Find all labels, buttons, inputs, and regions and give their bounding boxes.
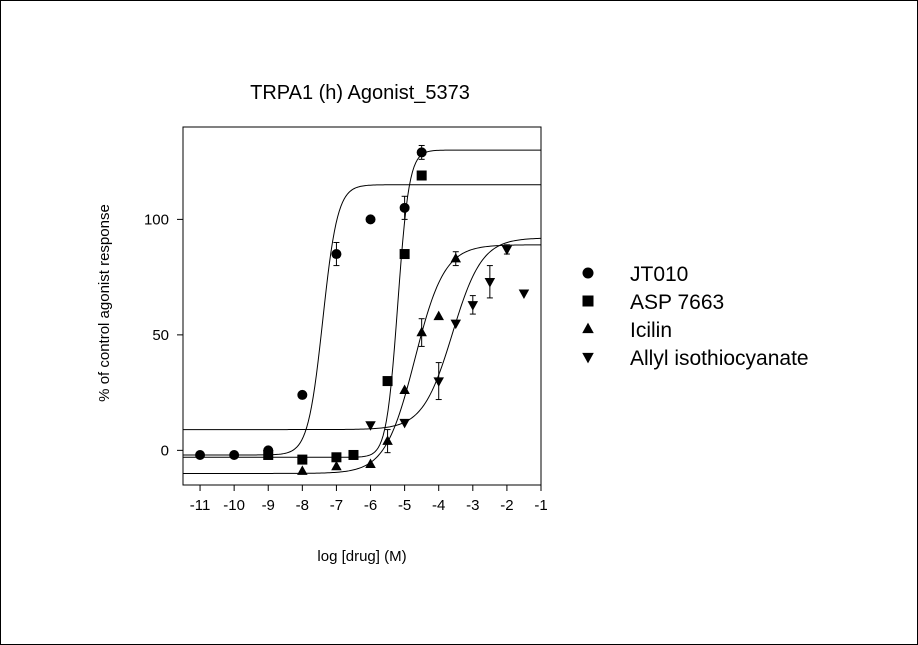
data-point (263, 449, 274, 460)
legend-label: JT010 (630, 263, 688, 286)
data-markers (195, 147, 530, 475)
data-point (433, 310, 444, 321)
legend-marker (582, 352, 594, 364)
data-point (501, 245, 513, 256)
data-point (331, 249, 342, 260)
data-point (297, 389, 308, 400)
y-axis-label: % of control agonist response (96, 204, 113, 402)
error-bars (333, 144, 510, 454)
x-tick-label: -4 (432, 497, 445, 514)
data-point (348, 449, 359, 460)
fit-curve (183, 244, 541, 474)
data-point (365, 458, 376, 468)
data-point (399, 202, 410, 213)
legend-label: ASP 7663 (630, 291, 724, 314)
data-point (416, 326, 427, 337)
fit-curve (183, 184, 541, 456)
data-point (382, 435, 393, 445)
fit-curves (183, 149, 542, 474)
data-point (229, 449, 240, 460)
data-point (331, 460, 342, 471)
legend-marker (582, 267, 594, 279)
y-tick-label: 0 (161, 442, 169, 459)
legend-label: Icilin (630, 319, 672, 342)
legend: JT010 ASP 7663 Icilin Allyl isothiocyanate (582, 263, 809, 370)
data-point (365, 421, 376, 431)
x-tick-label: -9 (262, 497, 275, 514)
x-tick-label: -3 (466, 497, 479, 514)
data-point (450, 252, 462, 263)
legend-marker (582, 295, 594, 307)
data-point (484, 277, 496, 288)
data-point (195, 449, 206, 460)
data-point (297, 465, 308, 475)
data-point (365, 214, 376, 225)
y-axis: 0 50 100 (144, 211, 183, 459)
data-point (416, 147, 427, 158)
fit-curve (183, 149, 541, 458)
data-point (297, 454, 308, 465)
x-tick-label: -7 (330, 497, 343, 514)
data-point (416, 170, 427, 181)
data-point (382, 376, 393, 387)
x-tick-label: -8 (296, 497, 309, 514)
data-point (399, 418, 410, 429)
chart-title: TRPA1 (h) Agonist_5373 (250, 82, 470, 104)
plot-area (182, 126, 542, 486)
x-axis: -11 -10 -9 -8 -7 -6 -5 -4 -3 -2 -1 (190, 485, 548, 514)
data-point (433, 377, 444, 387)
x-tick-label: -11 (190, 497, 211, 514)
x-tick-label: -1 (534, 497, 547, 514)
data-point (467, 301, 479, 311)
data-point (518, 289, 530, 300)
x-axis-label: log [drug] (M) (317, 548, 406, 565)
x-tick-label: -2 (500, 497, 513, 514)
data-point (331, 452, 342, 463)
data-point (450, 319, 462, 330)
x-tick-label: -6 (364, 497, 377, 514)
data-point (399, 249, 410, 260)
legend-label: Allyl isothiocyanate (630, 347, 809, 370)
y-tick-label: 100 (144, 211, 169, 228)
legend-marker (582, 322, 594, 334)
data-point (399, 384, 410, 395)
y-tick-label: 50 (152, 327, 169, 344)
fit-curve (183, 237, 542, 431)
x-tick-label: -5 (398, 497, 411, 514)
x-tick-label: -10 (223, 497, 245, 514)
